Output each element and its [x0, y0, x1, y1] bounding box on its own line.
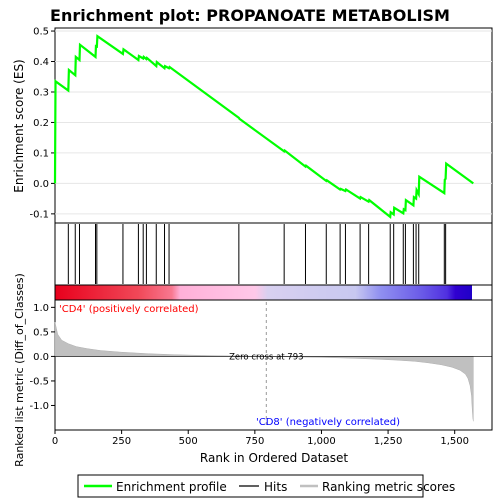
x-tick-label: 500: [179, 436, 198, 447]
legend-label-ranking-metric: Ranking metric scores: [322, 480, 455, 494]
metric-y-axis-label: Ranked list metric (Diff_of_Classes): [13, 273, 26, 467]
metric-x-axis-label: Rank in Ordered Dataset: [200, 451, 348, 465]
ranking-metric-area: [54, 322, 474, 422]
es-y-tick-label: 0.1: [33, 148, 49, 159]
es-y-tick-label: 0.2: [33, 118, 49, 129]
x-tick-label: 0: [52, 436, 58, 447]
metric-y-tick-label: 1.0: [33, 303, 49, 314]
rank-color-bar-fill: [55, 285, 472, 300]
hits-panel: [54, 222, 493, 286]
zero-cross-label: Zero cross at 793: [229, 352, 303, 362]
es-y-tick-label: 0.4: [33, 57, 49, 68]
hits-panel-frame: [54, 222, 493, 286]
metric-y-tick-label: 0.0: [33, 352, 49, 363]
x-tick-label: 250: [112, 436, 131, 447]
metric-y-tick-label: -1.0: [29, 401, 49, 412]
legend: Enrichment profile Hits Ranking metric s…: [77, 474, 455, 498]
es-y-axis-label: Enrichment score (ES): [12, 59, 26, 192]
negative-class-label: 'CD8' (negatively correlated): [256, 417, 400, 428]
es-y-tick-label: 0.5: [33, 27, 49, 38]
metric-panel: Zero cross at 793 'CD4' (positively corr…: [13, 273, 493, 467]
metric-y-tick-label: -0.5: [29, 376, 49, 387]
rank-color-bar: [54, 284, 493, 301]
enrichment-profile-line: [53, 34, 474, 220]
es-panel-frame: [54, 27, 493, 224]
positive-class-label: 'CD4' (positively correlated): [59, 304, 199, 315]
x-tick-label: 750: [245, 436, 264, 447]
es-y-tick-label: 0.0: [33, 179, 49, 190]
legend-label-enrichment-profile: Enrichment profile: [116, 480, 227, 494]
metric-panel-frame: [54, 299, 493, 431]
x-tick-label: 1,500: [440, 436, 469, 447]
es-y-tick-label: -0.1: [29, 209, 49, 220]
es-y-tick-label: 0.3: [33, 87, 49, 98]
chart-title: Enrichment plot: PROPANOATE METABOLISM: [50, 6, 450, 25]
metric-y-tick-label: 0.5: [33, 327, 49, 338]
x-tick-label: 1,000: [307, 436, 336, 447]
es-panel: -0.1 0.0 0.1 0.2 0.3 0.4 0.5 Enrichment score …: [12, 27, 493, 224]
legend-label-hits: Hits: [264, 480, 287, 494]
x-tick-label: 1,250: [374, 436, 403, 447]
